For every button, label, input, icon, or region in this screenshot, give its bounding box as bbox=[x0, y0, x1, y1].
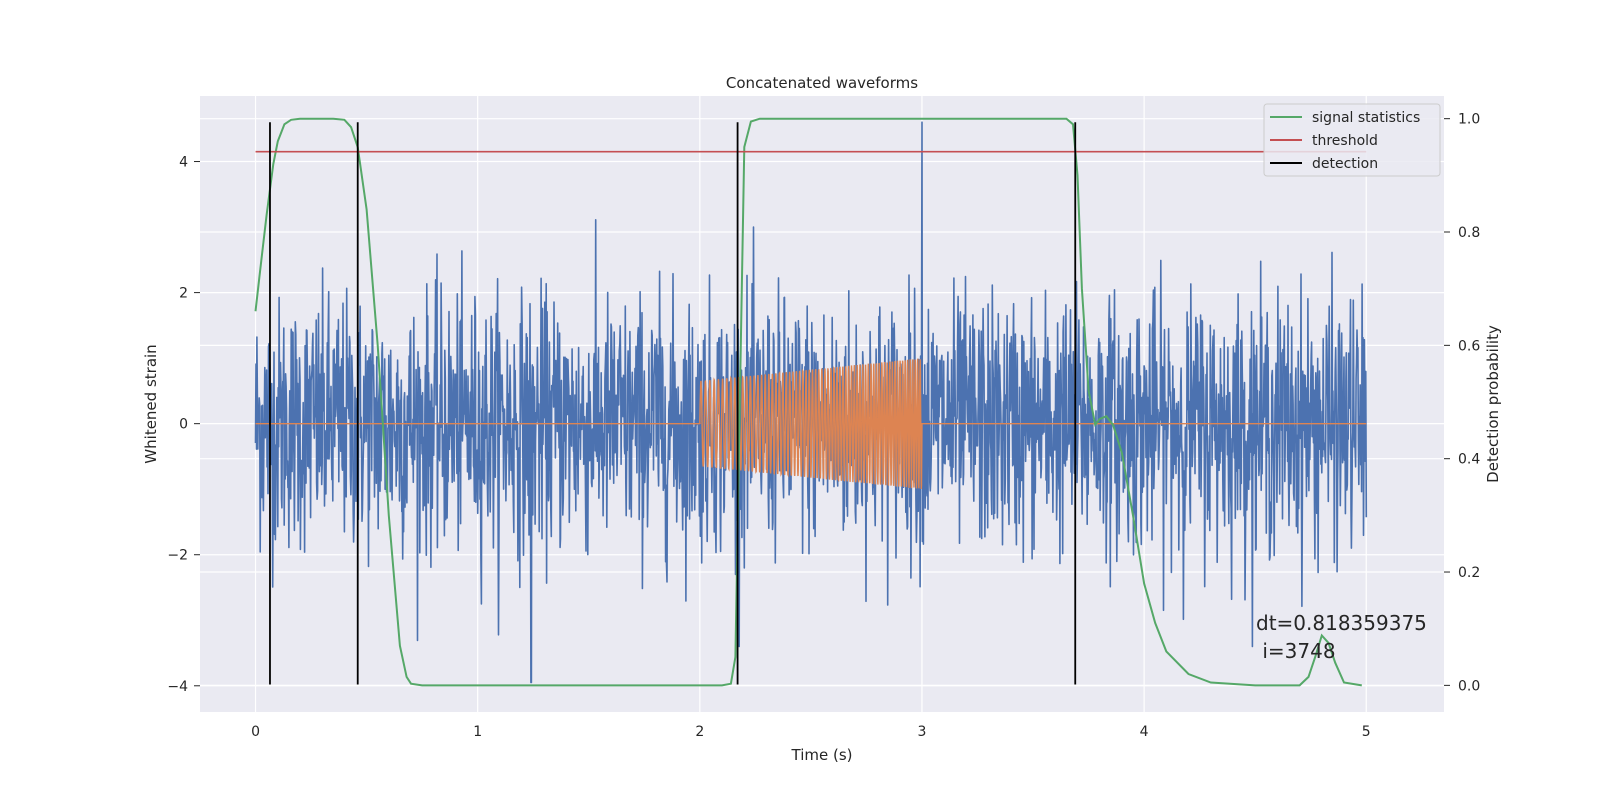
x-tick-label: 2 bbox=[695, 724, 704, 740]
legend-label-threshold: threshold bbox=[1312, 133, 1378, 149]
legend-label-signal-statistics: signal statistics bbox=[1312, 110, 1420, 126]
x-axis-label: Time (s) bbox=[791, 746, 853, 764]
plot-area bbox=[254, 117, 1368, 687]
waveform-series-line bbox=[255, 358, 1367, 490]
chart-title: Concatenated waveforms bbox=[726, 74, 918, 92]
y-tick-label: 2 bbox=[179, 286, 188, 302]
y2-tick-label: 0.8 bbox=[1458, 225, 1480, 241]
y-tick-label: −2 bbox=[167, 548, 188, 564]
y2-axis-label: Detection probability bbox=[1484, 325, 1502, 483]
y-tick-label: 0 bbox=[179, 417, 188, 433]
y-axis-label: Whitened strain bbox=[142, 344, 160, 463]
detection-lines bbox=[269, 122, 1077, 685]
legend-box bbox=[1263, 103, 1441, 177]
legend: signal statistics threshold detection bbox=[1263, 103, 1441, 177]
x-tick-label: 5 bbox=[1362, 724, 1371, 740]
x-tick-label: 3 bbox=[918, 724, 927, 740]
y2-tick-label: 1.0 bbox=[1458, 112, 1480, 128]
y-tick-label: 4 bbox=[179, 155, 188, 171]
y2-tick-label: 0.4 bbox=[1458, 452, 1480, 468]
x-tick-label: 1 bbox=[473, 724, 482, 740]
legend-label-detection: detection bbox=[1312, 156, 1378, 172]
annotation-dt: dt=0.818359375 bbox=[1256, 611, 1427, 635]
annotation-i: i=3748 bbox=[1256, 639, 1336, 663]
y2-tick-label: 0.2 bbox=[1458, 565, 1480, 581]
y2-tick-label: 0.6 bbox=[1458, 338, 1480, 354]
x-tick-label: 4 bbox=[1140, 724, 1149, 740]
y-tick-label: −4 bbox=[167, 679, 188, 695]
y2-tick-label: 0.0 bbox=[1458, 678, 1480, 694]
x-tick-label: 0 bbox=[251, 724, 260, 740]
ticks: 0 1 2 3 4 5 −4 −2 0 2 4 0.0 0.2 0.4 0.6 0.8 1.0 bbox=[167, 112, 1480, 740]
signal-statistics-line bbox=[254, 117, 1362, 687]
